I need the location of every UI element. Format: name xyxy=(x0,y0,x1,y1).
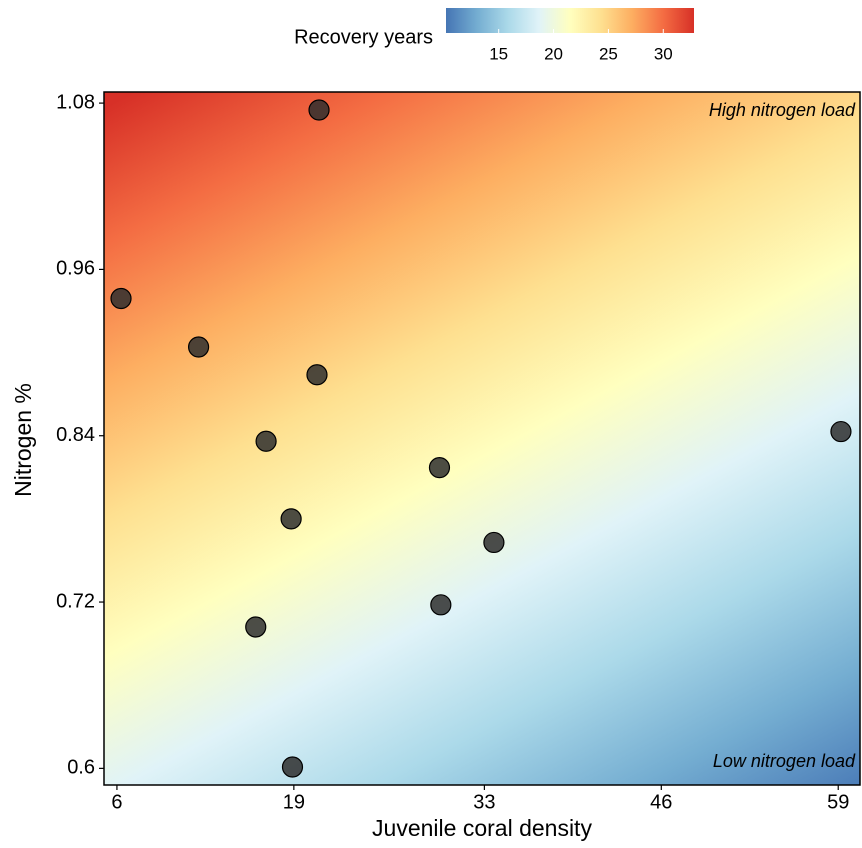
x-tick-label: 33 xyxy=(473,791,495,813)
x-tick-label: 46 xyxy=(650,791,672,813)
plot-border xyxy=(103,91,861,786)
point xyxy=(245,616,267,638)
colorbar xyxy=(446,8,694,33)
y-tick-label: 0.84 xyxy=(56,424,95,446)
colorbar-tick-label: 25 xyxy=(599,44,618,63)
point xyxy=(255,430,277,452)
point xyxy=(430,594,452,616)
x-axis-title: Juvenile coral density xyxy=(372,815,592,841)
colorbar-title: Recovery years xyxy=(294,26,433,48)
colorbar-tick-label: 15 xyxy=(489,44,508,63)
y-tick-label: 0.6 xyxy=(67,757,95,779)
y-tick-label: 1.08 xyxy=(56,91,95,113)
point xyxy=(280,508,302,530)
point xyxy=(306,364,328,386)
point xyxy=(483,531,505,554)
point xyxy=(308,99,330,121)
point xyxy=(187,336,210,358)
annotation: High nitrogen load xyxy=(709,100,856,120)
y-tick-label: 0.72 xyxy=(56,590,95,612)
point xyxy=(110,287,132,310)
recovery-surface xyxy=(104,92,860,785)
x-tick-label: 6 xyxy=(111,791,122,813)
y-tick-label: 0.96 xyxy=(56,258,95,280)
point xyxy=(281,756,304,778)
point xyxy=(428,457,451,479)
colorbar-tick-label: 30 xyxy=(654,44,673,63)
annotation: Low nitrogen load xyxy=(713,751,856,771)
x-tick-label: 19 xyxy=(283,791,305,813)
colorbar-tick-label: 20 xyxy=(544,44,563,63)
point xyxy=(830,420,852,443)
x-tick-label: 59 xyxy=(827,791,849,813)
y-axis-title: Nitrogen % xyxy=(10,383,36,497)
